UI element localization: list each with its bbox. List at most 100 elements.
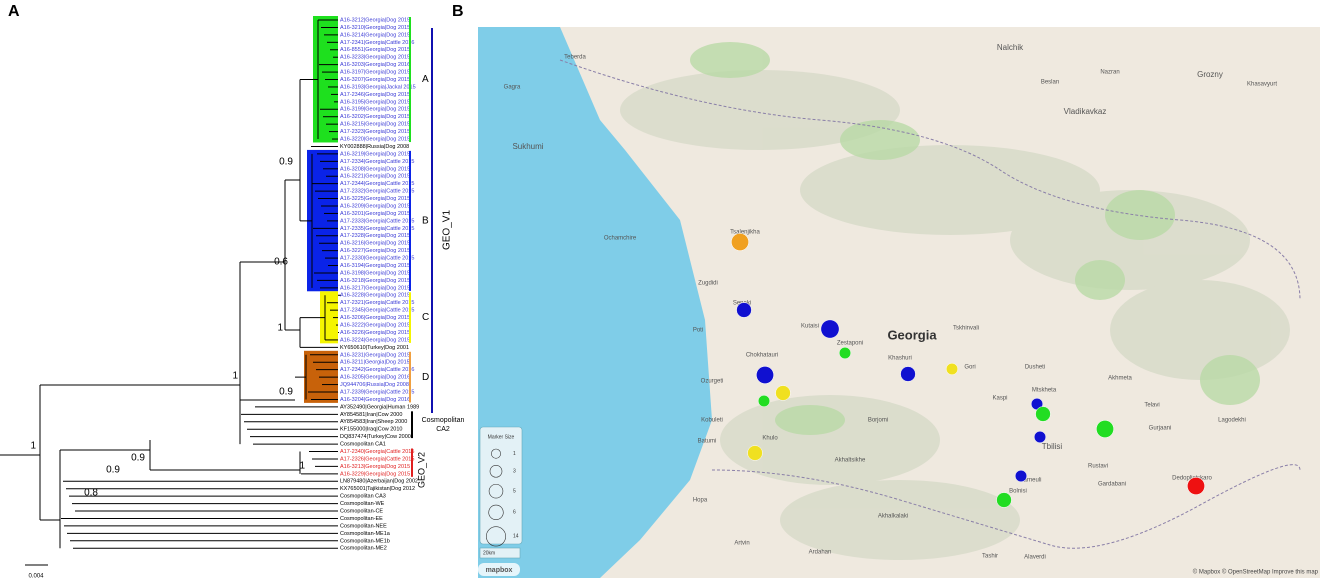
leaf-label: A16-3195|Georgia|Dog 2015 [340, 99, 410, 105]
marker [757, 394, 771, 408]
scale-box [479, 547, 521, 559]
legend-title: Marker Size [488, 434, 515, 440]
marker [775, 385, 791, 401]
leaf-label: A16-3194|Georgia|Dog 2015 [340, 263, 410, 269]
sea [478, 27, 712, 578]
leaf-label: A16-3207|Georgia|Dog 2015 [340, 77, 410, 83]
place-label: Akhaltsikhe [835, 458, 866, 464]
leaf-label: A16-3226|Georgia|Dog 2015 [340, 330, 410, 336]
leaf-label: A16-3214|Georgia|Dog 2015 [340, 32, 410, 38]
place-label: Nazran [1100, 70, 1119, 76]
place-label: Artvin [734, 541, 749, 547]
support-value: 0.9 [279, 387, 293, 398]
place-label: Rustavi [1088, 464, 1108, 470]
border [559, 59, 1301, 301]
clade-label: B [422, 216, 429, 227]
legend-label: 6 [513, 510, 516, 516]
leaf-label: Cosmopolitan-ME2 [340, 546, 387, 552]
forest [690, 42, 1260, 435]
place-label: Tbilisi [1042, 442, 1063, 451]
leaf-label: A16-3210|Georgia|Dog 2015 [340, 25, 410, 31]
leaf-label: A16-3231|Georgia|Dog 2015 [340, 352, 410, 358]
place-label: Gurjaani [1149, 426, 1172, 432]
place-label: Dusheti [1025, 365, 1045, 371]
place-label: Vladikavkaz [1064, 107, 1107, 116]
marker [1096, 420, 1114, 438]
place-label: Chokhatauri [746, 353, 778, 359]
leaf-label: A17-2339|Georgia|Cattle 2015 [340, 389, 414, 395]
marker [900, 366, 916, 382]
leaf-label: A16-3205|Georgia|Dog 2016 [340, 375, 410, 381]
support-value: 0.9 [106, 465, 120, 476]
leaf-label: A17-2334|Georgia|Cattle 2015 [340, 159, 414, 165]
leaf-label: A16-3228|Georgia|Dog 2015 [340, 293, 410, 299]
leaf-label: A16-3221|Georgia|Dog 2015 [340, 174, 410, 180]
leaf-label: A16-3229|Georgia|Dog 2015 [340, 471, 410, 477]
leaf-label: A17-2321|Georgia|Cattle 2015 [340, 300, 414, 306]
place-label: Hopa [693, 498, 708, 504]
place-label: Ochamchire [604, 236, 637, 242]
map: Nalchik Grozny Vladikavkaz Nazran Beslan Khas… [483, 43, 1319, 575]
leaf-label: JQ944706|Russia|Dog 2008 [340, 382, 409, 388]
clade-label: D [422, 372, 429, 383]
legend-marker [488, 504, 504, 520]
leaf-label: A17-2330|Georgia|Cattle 2015 [340, 256, 414, 262]
place-label: Zugdidi [698, 281, 718, 287]
leaf-label: A16-3215|Georgia|Dog 2015 [340, 122, 410, 128]
place-label: Kutaisi [801, 324, 819, 330]
marker [1035, 406, 1051, 422]
leaf-label: A17-2335|Georgia|Cattle 2015 [340, 226, 414, 232]
place-label: Bolnisi [1009, 489, 1027, 495]
place-label: Alaverdi [1024, 555, 1046, 561]
terrain [620, 70, 1290, 560]
place-label: Gori [964, 365, 975, 371]
map-attribution[interactable]: © Mapbox © OpenStreetMap Improve this ma… [1193, 569, 1319, 576]
marker [1187, 477, 1205, 495]
leaf-label: KY002888|Russia|Dog 2008 [340, 144, 409, 150]
place-label: Grozny [1197, 70, 1223, 79]
leaf-label: Cosmopolitan-ME1a [340, 531, 391, 537]
lineage-label: GEO_V1 [442, 210, 453, 250]
leaf-label: A16-8551|Georgia|Dog 2015 [340, 47, 410, 53]
marker [820, 319, 840, 339]
place-label: Borjomi [868, 418, 888, 424]
marker [996, 492, 1012, 508]
support-value: 0.9 [279, 157, 293, 168]
support-value: 0.6 [274, 257, 288, 268]
marker [1014, 469, 1028, 483]
tree: A16-3212|Georgia|Dog 2015 A16-3210|Georgi… [0, 16, 465, 580]
leaf-label: KX765001|Tajikistan|Dog 2012 [340, 486, 415, 492]
legend-label: 14 [513, 534, 519, 540]
support-value: 0.9 [131, 453, 145, 464]
leaf-label: A16-3233|Georgia|Dog 2015 [340, 55, 410, 61]
leaf-label: A17-2345|Georgia|Cattle 2015 [340, 308, 414, 314]
border [711, 464, 1301, 549]
leaf-label: KY650610|Turkey|Dog 2001 [340, 345, 409, 351]
marker [756, 366, 774, 384]
marker [731, 233, 749, 251]
marker [945, 362, 959, 376]
leaf-label: A16-3227|Georgia|Dog 2015 [340, 248, 410, 254]
leaf-label: A16-3209|Georgia|Dog 2015 [340, 203, 410, 209]
panel-label: B [452, 3, 464, 20]
place-label: Akhmeta [1108, 376, 1132, 382]
country-label: Georgia [887, 327, 937, 342]
place-label: Teberda [564, 55, 586, 61]
legend-label: 3 [513, 469, 516, 475]
place-label: Poti [693, 328, 703, 334]
leaf-label: A17-2333|Georgia|Cattle 2015 [340, 218, 414, 224]
lineage-label: Cosmopolitan [422, 417, 465, 424]
legend-marker [488, 483, 504, 499]
leaf-label: KF155000|Iraq|Cow 2010 [340, 427, 402, 433]
place-label: Tskhinvali [953, 326, 979, 332]
leaf-label: A16-3206|Georgia|Dog 2015 [340, 315, 410, 321]
legend-marker [489, 464, 503, 478]
clade-label: A [422, 74, 429, 85]
leaf-label: A16-3220|Georgia|Dog 2015 [340, 136, 410, 142]
leaf-label: A16-3198|Georgia|Dog 2015 [340, 270, 410, 276]
leaf-label: AY854581|Iran|Cow 2000 [340, 412, 402, 418]
leaf-label: A17-2328|Georgia|Dog 2015 [340, 233, 410, 239]
leaf-label: A17-2323|Georgia|Dog 2015 [340, 129, 410, 135]
leaf-label: Cosmopolitan-EE [340, 516, 383, 522]
panel-label: A [8, 3, 20, 20]
